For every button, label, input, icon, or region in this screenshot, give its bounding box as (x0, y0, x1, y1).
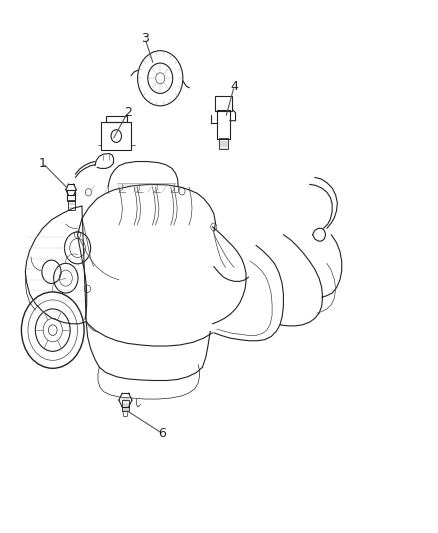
Text: 3: 3 (141, 32, 149, 45)
Text: 1: 1 (39, 157, 47, 169)
Text: 6: 6 (159, 427, 166, 440)
Text: 2: 2 (124, 106, 131, 119)
Text: 4: 4 (230, 80, 238, 93)
